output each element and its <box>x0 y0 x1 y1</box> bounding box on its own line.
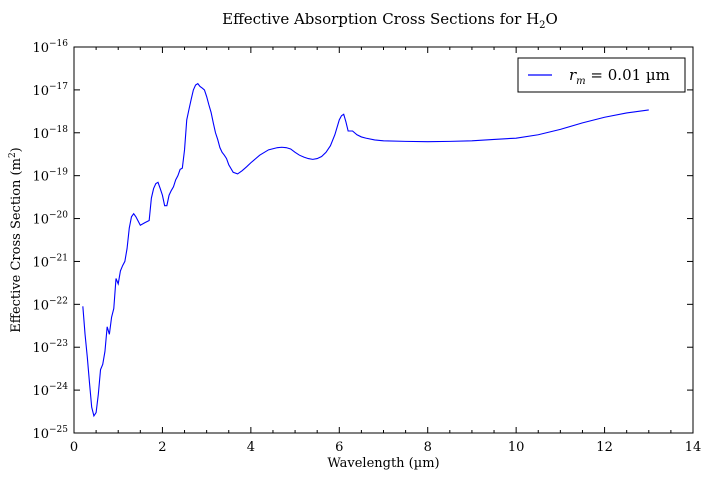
plot-area <box>82 82 649 418</box>
y-axis: 10−25 10−24 10−23 10−22 10−21 10−20 10−19 10−18… <box>32 39 693 442</box>
legend: rm = 0.01 µm <box>517 57 686 93</box>
x-tick-label: 10 <box>508 440 525 455</box>
y-axis-label: Effective Cross Section (m2) <box>8 147 24 333</box>
axes-frame <box>73 46 694 434</box>
chart-title: Effective Absorption Cross Sections for … <box>222 10 558 31</box>
x-tick-label: 14 <box>685 440 702 455</box>
y-tick-label: 10−21 <box>32 253 68 270</box>
y-tick-label: 10−25 <box>32 425 68 442</box>
y-tick-label: 10−18 <box>32 125 68 142</box>
y-tick-label: 10−20 <box>32 211 68 228</box>
y-tick-label: 10−19 <box>32 168 68 185</box>
x-tick-label: 6 <box>335 440 343 455</box>
y-tick-label: 10−16 <box>32 39 68 56</box>
y-tick-label: 10−22 <box>32 296 68 313</box>
x-tick-label: 12 <box>596 440 613 455</box>
y-tick-label: 10−17 <box>32 82 68 99</box>
x-axis-label: Wavelength (µm) <box>327 456 439 471</box>
series-line-0 <box>82 82 649 418</box>
x-axis: 0 2 4 6 8 10 12 14 <box>70 47 701 455</box>
x-tick-label: 2 <box>158 440 166 455</box>
x-tick-label: 8 <box>424 440 432 455</box>
y-tick-label: 10−23 <box>32 339 68 356</box>
x-tick-label: 0 <box>70 440 78 455</box>
legend-label: rm = 0.01 µm <box>569 66 670 87</box>
y-tick-label: 10−24 <box>32 382 68 399</box>
x-tick-label: 4 <box>247 440 255 455</box>
